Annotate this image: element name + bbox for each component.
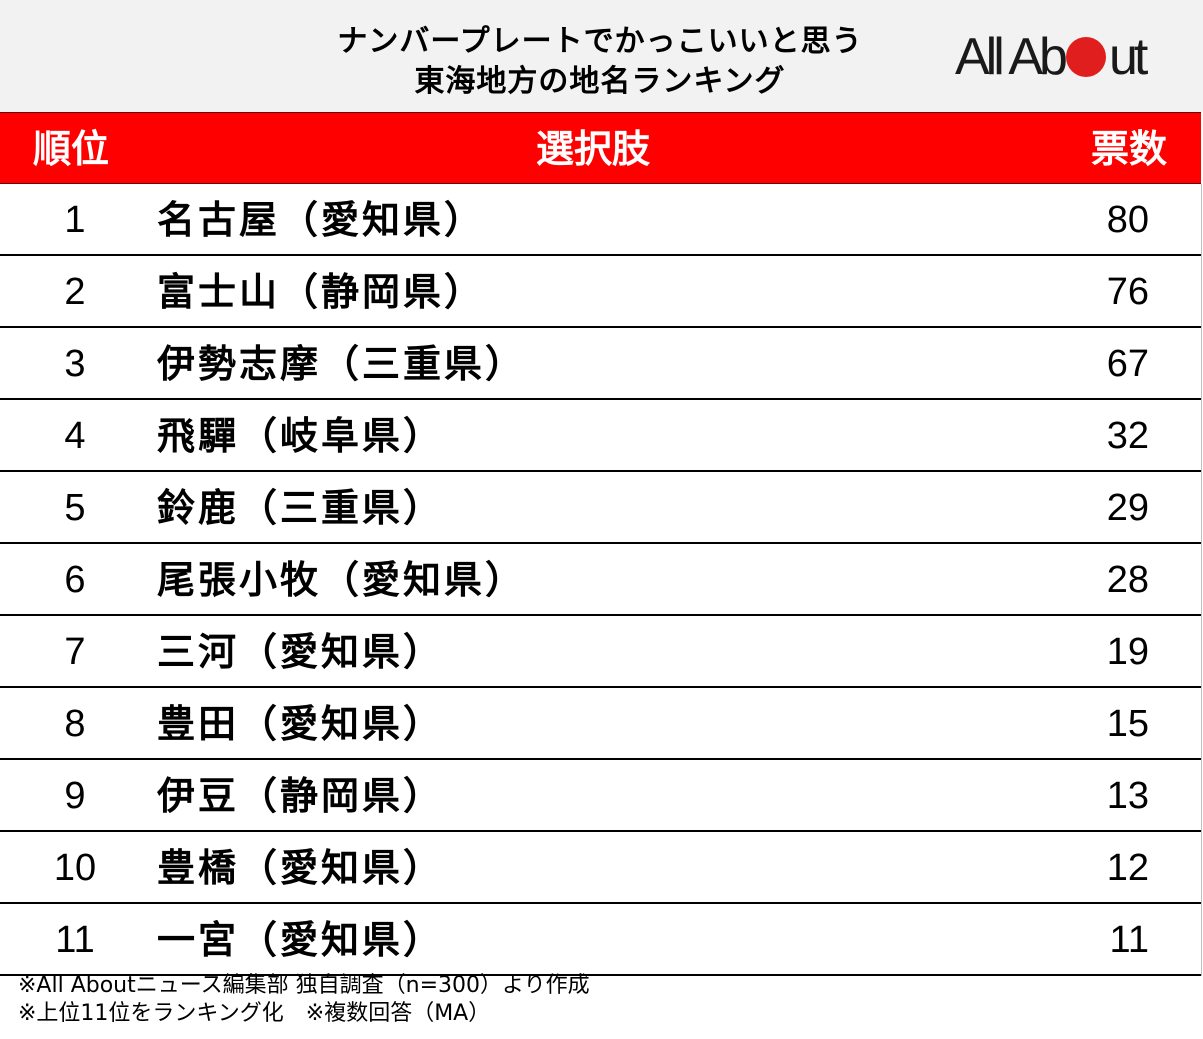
votes-cell: 15 [1106, 703, 1149, 745]
choice-cell: 鈴鹿（三重県） [157, 486, 445, 530]
table-row: 8 豊田（愛知県） 15 [0, 688, 1201, 760]
choice-cell: 飛驒（岐阜県） [157, 414, 445, 458]
rank-cell: 6 [64, 559, 86, 601]
votes-cell: 28 [1106, 559, 1149, 601]
table-row: 1 名古屋（愛知県） 80 [0, 184, 1201, 256]
table-row: 7 三河（愛知県） 19 [0, 616, 1201, 688]
choice-cell: 尾張小牧（愛知県） [157, 558, 527, 602]
choice-cell: 伊勢志摩（三重県） [157, 342, 527, 386]
table-header: 順位 選択肢 票数 [0, 112, 1201, 184]
votes-cell: 76 [1106, 271, 1149, 313]
votes-cell: 13 [1106, 775, 1149, 817]
votes-cell: 67 [1106, 343, 1149, 385]
choice-cell: 三河（愛知県） [157, 630, 445, 674]
table-row: 10 豊橋（愛知県） 12 [0, 832, 1201, 904]
votes-cell: 19 [1106, 631, 1149, 673]
rank-cell: 11 [55, 919, 95, 961]
votes-cell: 29 [1106, 487, 1149, 529]
all-about-logo: All Ab ut [955, 30, 1170, 84]
logo-red-dot-icon [1065, 37, 1106, 77]
choice-cell: 名古屋（愛知県） [157, 198, 486, 242]
table-row: 6 尾張小牧（愛知県） 28 [0, 544, 1201, 616]
footnotes: ※All Aboutニュース編集部 独自調査（n=300）より作成 ※上位11位… [18, 972, 590, 1028]
votes-cell: 11 [1109, 919, 1149, 961]
page-title: ナンバープレートでかっこいいと思う 東海地方の地名ランキング [250, 22, 950, 102]
choice-cell: 豊橋（愛知県） [157, 846, 445, 890]
votes-cell: 32 [1106, 415, 1149, 457]
choice-cell: 伊豆（静岡県） [157, 774, 445, 818]
rank-cell: 3 [64, 343, 86, 385]
table-row: 9 伊豆（静岡県） 13 [0, 760, 1201, 832]
choice-cell: 一宮（愛知県） [157, 918, 445, 962]
votes-cell: 80 [1106, 199, 1149, 241]
rank-cell: 2 [64, 271, 86, 313]
rank-cell: 8 [64, 703, 86, 745]
rank-cell: 4 [64, 415, 86, 457]
logo-text-end: ut [1108, 28, 1148, 86]
footnote-source: ※All Aboutニュース編集部 独自調査（n=300）より作成 [18, 973, 590, 998]
rank-cell: 1 [64, 199, 86, 241]
column-header-choice: 選択肢 [536, 127, 651, 171]
title-band: ナンバープレートでかっこいいと思う 東海地方の地名ランキング All Ab ut [0, 0, 1203, 112]
title-line-1: ナンバープレートでかっこいいと思う [337, 24, 863, 59]
column-header-rank: 順位 [33, 127, 110, 171]
logo-text-start: All Ab [955, 28, 1068, 86]
table-row: 4 飛驒（岐阜県） 32 [0, 400, 1201, 472]
table-row: 5 鈴鹿（三重県） 29 [0, 472, 1201, 544]
votes-cell: 12 [1106, 847, 1149, 889]
choice-cell: 富士山（静岡県） [157, 270, 486, 314]
column-header-votes: 票数 [1090, 127, 1167, 171]
title-line-2: 東海地方の地名ランキング [414, 64, 786, 99]
table-row: 3 伊勢志摩（三重県） 67 [0, 328, 1201, 400]
footnote-method: ※上位11位をランキング化 ※複数回答（MA） [18, 1001, 491, 1026]
rank-cell: 5 [64, 487, 86, 529]
rank-cell: 7 [64, 631, 86, 673]
table-row: 11 一宮（愛知県） 11 [0, 904, 1201, 976]
rank-cell: 9 [64, 775, 86, 817]
table-row: 2 富士山（静岡県） 76 [0, 256, 1201, 328]
ranking-table-body: 1 名古屋（愛知県） 80 2 富士山（静岡県） 76 3 伊勢志摩（三重県） 67 4 飛驒… [0, 184, 1202, 976]
rank-cell: 10 [53, 847, 97, 889]
choice-cell: 豊田（愛知県） [157, 702, 445, 746]
